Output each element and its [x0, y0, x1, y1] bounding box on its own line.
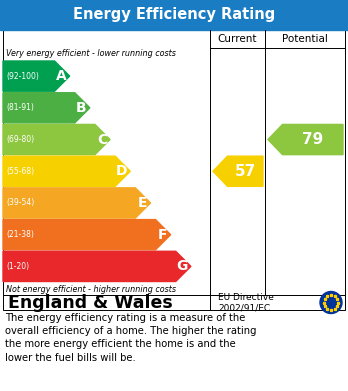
Polygon shape: [268, 124, 343, 155]
Text: Not energy efficient - higher running costs: Not energy efficient - higher running co…: [6, 285, 176, 294]
Text: G: G: [176, 259, 188, 273]
Text: (55-68): (55-68): [6, 167, 34, 176]
Text: (21-38): (21-38): [6, 230, 34, 239]
Text: England & Wales: England & Wales: [8, 294, 173, 312]
Polygon shape: [3, 61, 70, 91]
Text: 79: 79: [302, 132, 323, 147]
Polygon shape: [3, 124, 110, 155]
Bar: [3, 295, 345, 310]
Text: B: B: [76, 101, 87, 115]
Text: Very energy efficient - lower running costs: Very energy efficient - lower running co…: [6, 49, 176, 58]
Text: EU Directive
2002/91/EC: EU Directive 2002/91/EC: [218, 293, 274, 312]
Text: (1-20): (1-20): [6, 262, 29, 271]
Polygon shape: [3, 188, 150, 218]
Text: Current: Current: [218, 34, 257, 44]
Text: (81-91): (81-91): [6, 103, 34, 112]
Text: D: D: [116, 164, 127, 178]
Text: (39-54): (39-54): [6, 199, 34, 208]
Text: F: F: [158, 228, 168, 242]
Text: The energy efficiency rating is a measure of the
overall efficiency of a home. T: The energy efficiency rating is a measur…: [5, 313, 256, 362]
Circle shape: [320, 292, 342, 314]
Text: 57: 57: [235, 164, 256, 179]
Polygon shape: [3, 251, 191, 282]
Text: C: C: [97, 133, 107, 147]
Text: A: A: [56, 69, 67, 83]
Polygon shape: [3, 156, 130, 187]
Text: Potential: Potential: [282, 34, 328, 44]
Text: Energy Efficiency Rating: Energy Efficiency Rating: [73, 7, 275, 23]
Text: (92-100): (92-100): [6, 72, 39, 81]
Bar: [0, 0, 348, 30]
Polygon shape: [3, 220, 171, 250]
Text: (69-80): (69-80): [6, 135, 34, 144]
Polygon shape: [213, 156, 263, 187]
Text: E: E: [138, 196, 148, 210]
Bar: [3, 30, 345, 295]
Polygon shape: [3, 93, 90, 123]
